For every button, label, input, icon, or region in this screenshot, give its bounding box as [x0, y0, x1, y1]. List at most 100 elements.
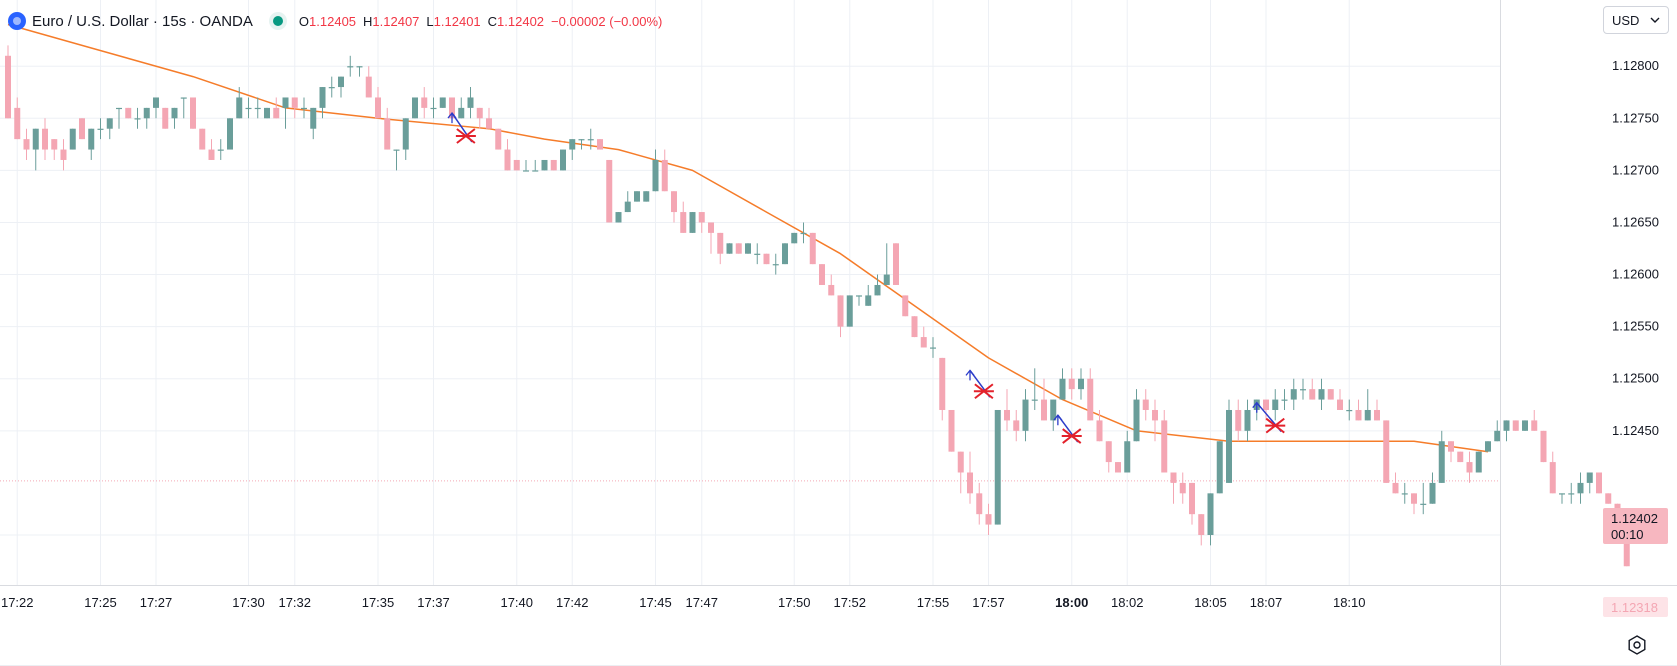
- candle: [1577, 472, 1584, 504]
- symbol-title[interactable]: Euro / U.S. Dollar · 15s · OANDA: [32, 12, 253, 30]
- candle-body: [560, 149, 566, 171]
- time-tick-label: 18:02: [1111, 595, 1144, 610]
- candle: [587, 128, 594, 150]
- candle: [1374, 399, 1380, 421]
- candle: [1485, 441, 1491, 452]
- candle-body: [1207, 493, 1214, 535]
- price-tick-label: 1.12800: [1612, 58, 1659, 73]
- candle: [375, 87, 381, 119]
- candle-body: [689, 212, 696, 233]
- candle: [772, 253, 779, 275]
- candle: [458, 97, 465, 119]
- candle: [171, 107, 178, 129]
- candle-body: [809, 232, 816, 265]
- price-tick-label: 1.12500: [1612, 371, 1659, 386]
- candle: [1226, 399, 1232, 483]
- time-tick-label: 17:27: [140, 595, 173, 610]
- candle-body: [217, 149, 224, 151]
- candle-body: [1087, 378, 1094, 421]
- price-axis[interactable]: 1.12800 1.12750 1.12700 1.12650 1.12600 1.125…: [1500, 0, 1660, 666]
- candle: [1124, 430, 1131, 473]
- candle: [1568, 482, 1575, 504]
- candle: [1133, 389, 1140, 442]
- candle-body: [911, 316, 918, 338]
- candle: [902, 295, 909, 317]
- candle: [162, 107, 169, 129]
- candle-body: [504, 149, 511, 171]
- candle: [698, 212, 705, 233]
- ohlc-high: H1.12407: [363, 13, 420, 29]
- candle-body: [643, 191, 650, 202]
- candle-body: [523, 170, 529, 172]
- candle-body: [1105, 441, 1112, 463]
- candle-body: [1272, 399, 1279, 410]
- candle-body: [42, 128, 48, 150]
- candle: [1004, 389, 1010, 431]
- gear-icon[interactable]: [1626, 634, 1648, 656]
- candle: [338, 76, 344, 98]
- candle-body: [782, 243, 788, 265]
- candle-body: [893, 243, 899, 285]
- candle-body: [745, 243, 751, 254]
- red-cross-icon: [455, 128, 476, 144]
- candle-body: [856, 295, 862, 297]
- candle-body: [412, 97, 418, 119]
- candle: [97, 118, 104, 140]
- candle: [957, 451, 964, 494]
- candle-body: [772, 264, 779, 266]
- candle: [1170, 472, 1177, 504]
- candle: [597, 139, 603, 150]
- candle: [1300, 378, 1306, 400]
- candle: [1401, 482, 1408, 504]
- candle-body: [1078, 378, 1084, 390]
- candle: [23, 128, 30, 160]
- time-axis[interactable]: 17:22 17:25 17:27 17:30 17:32 17:35 17:37 17:40…: [0, 585, 1677, 666]
- candle: [134, 107, 141, 129]
- last-price-countdown: 00:10: [1611, 527, 1644, 542]
- candle: [1438, 430, 1445, 483]
- candle-body: [1494, 430, 1501, 442]
- currency-label: USD: [1612, 12, 1640, 28]
- up-arrow-icon: [1053, 414, 1063, 426]
- candle: [88, 128, 95, 160]
- candle: [217, 139, 224, 160]
- candle: [541, 159, 548, 171]
- candle: [1207, 493, 1214, 546]
- up-arrow-icon: [965, 369, 975, 381]
- candle-body: [754, 253, 761, 255]
- currency-select[interactable]: USD: [1603, 6, 1669, 34]
- annotations-layer: [447, 112, 1286, 444]
- candle: [1392, 472, 1399, 494]
- price-change: −0.00002 (−0.00%): [551, 13, 663, 29]
- candle: [1522, 420, 1528, 431]
- time-tick-label: 17:47: [685, 595, 718, 610]
- cross-marker: [1053, 414, 1082, 444]
- red-cross-icon: [1265, 417, 1286, 434]
- candle-body: [79, 118, 85, 140]
- time-tick-label: 17:35: [362, 595, 395, 610]
- candle-body: [125, 107, 132, 119]
- candle: [569, 139, 576, 160]
- candle: [560, 149, 566, 171]
- candle: [1337, 389, 1343, 410]
- candle: [199, 128, 206, 150]
- candle-body: [1115, 462, 1121, 473]
- candle-body: [967, 472, 973, 494]
- candle-body: [1559, 493, 1565, 495]
- candle-body: [1290, 389, 1297, 400]
- candle-body: [1522, 420, 1528, 431]
- candle: [1429, 472, 1436, 504]
- market-open-icon: [272, 16, 283, 26]
- candle-body: [587, 139, 594, 141]
- candle-body: [902, 295, 909, 317]
- candle: [1448, 441, 1454, 463]
- candle-body: [23, 139, 30, 150]
- candle-body: [606, 159, 613, 223]
- candle-body: [1152, 409, 1158, 421]
- candle: [356, 66, 363, 77]
- candle-body: [1401, 493, 1408, 495]
- candle-body: [347, 66, 354, 68]
- candle-body: [51, 139, 58, 150]
- candle-body: [532, 170, 539, 172]
